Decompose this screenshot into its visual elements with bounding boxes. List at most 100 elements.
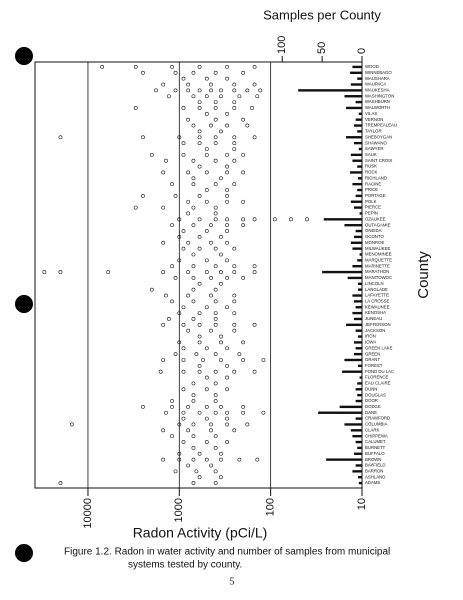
radon-point	[213, 381, 218, 386]
count-bar	[354, 235, 362, 239]
radon-point	[173, 276, 178, 280]
radon-point	[232, 328, 237, 333]
radon-point	[173, 469, 178, 474]
radon-point	[197, 65, 202, 69]
radon-point	[237, 352, 242, 357]
radon-point	[204, 416, 209, 421]
radon-point	[191, 287, 196, 292]
radon-point	[225, 440, 229, 444]
county-label: KENOSHA	[365, 310, 386, 315]
radon-point	[141, 404, 145, 409]
county-label: FOND DU LAC	[365, 369, 394, 374]
radon-point	[213, 287, 218, 292]
radon-point	[219, 358, 223, 362]
county-label: SHEBOYGAN	[365, 134, 392, 139]
radon-point	[191, 158, 196, 163]
county-label: DOUGLAS	[365, 392, 386, 397]
radon-point	[241, 223, 246, 228]
county-label: BUFFALO	[365, 451, 385, 456]
radon-point	[219, 235, 223, 239]
radon-point	[100, 65, 105, 69]
county-label: WASHBURN	[365, 99, 390, 104]
radon-point	[197, 281, 202, 286]
county-label: CHIPPEWA	[365, 433, 388, 438]
radon-point	[232, 369, 237, 374]
count-bar	[346, 136, 362, 139]
radon-point	[186, 428, 191, 433]
radon-point	[191, 123, 196, 128]
county-label: MARATHON	[365, 269, 389, 274]
radon-point	[166, 317, 171, 321]
radon-point	[219, 94, 223, 99]
radon-point	[225, 416, 229, 421]
radon-point	[161, 457, 166, 462]
radon-point	[241, 358, 246, 362]
county-label: CALUMET	[365, 439, 386, 444]
radon-point	[219, 404, 223, 409]
radon-point	[241, 276, 246, 280]
radon-point	[191, 276, 196, 280]
radon-point	[197, 311, 202, 315]
radon-point	[191, 381, 196, 386]
count-bar	[354, 141, 362, 145]
radon-point	[164, 158, 168, 163]
count-bar	[347, 276, 362, 280]
radon-point	[201, 358, 205, 362]
radon-point	[133, 65, 138, 69]
radon-point	[197, 246, 202, 251]
radon-point	[232, 428, 237, 433]
count-bar	[357, 77, 362, 80]
radon-point	[197, 322, 202, 327]
radon-point	[213, 264, 218, 269]
count-bar	[346, 323, 362, 327]
radon-point	[149, 152, 154, 157]
count-bar	[354, 317, 362, 321]
radon-point	[181, 152, 186, 157]
radon-point	[69, 422, 74, 427]
radon-point	[197, 363, 202, 368]
radon-point	[219, 88, 223, 93]
radon-point	[219, 281, 223, 286]
radon-point	[141, 193, 145, 198]
radon-point	[241, 152, 246, 157]
radon-point	[161, 240, 166, 245]
count-bar	[355, 417, 362, 420]
radon-point	[213, 434, 218, 439]
radon-point	[186, 240, 191, 245]
radon-point	[219, 270, 223, 274]
count-bar	[358, 288, 362, 291]
radon-point	[158, 369, 163, 374]
county-label: WASHINGTON	[365, 93, 394, 98]
county-label: MILWAUKEE	[365, 246, 390, 251]
radon-point	[232, 100, 237, 104]
count-bar	[318, 411, 362, 414]
radon-point	[177, 451, 182, 456]
radon-point	[225, 164, 229, 169]
radon-point	[241, 170, 246, 175]
radon-point	[213, 352, 218, 357]
county-label: MENOMINEE	[365, 252, 392, 257]
radon-point	[141, 135, 145, 140]
radon-point	[161, 82, 166, 87]
radon-point	[191, 223, 196, 228]
count-bar	[354, 452, 362, 455]
county-label: BAYFIELD	[365, 463, 385, 468]
radon-point	[232, 106, 237, 110]
radon-point	[250, 106, 254, 110]
radon-point	[177, 217, 182, 222]
radon-point	[181, 410, 186, 415]
count-bar	[355, 388, 362, 391]
x2-tick-label: 0	[356, 48, 368, 54]
radon-point	[161, 170, 166, 175]
count-bar	[354, 300, 362, 303]
radon-point	[252, 270, 257, 274]
county-label: FLORENCE	[365, 375, 389, 380]
count-bar	[354, 124, 362, 127]
radon-point	[255, 94, 260, 99]
county-label: ROCK	[365, 170, 378, 175]
count-bar	[350, 241, 362, 244]
radon-point	[191, 94, 196, 99]
radon-point	[252, 82, 257, 87]
count-bar	[357, 446, 362, 450]
x-tick-label: 100	[265, 498, 277, 516]
